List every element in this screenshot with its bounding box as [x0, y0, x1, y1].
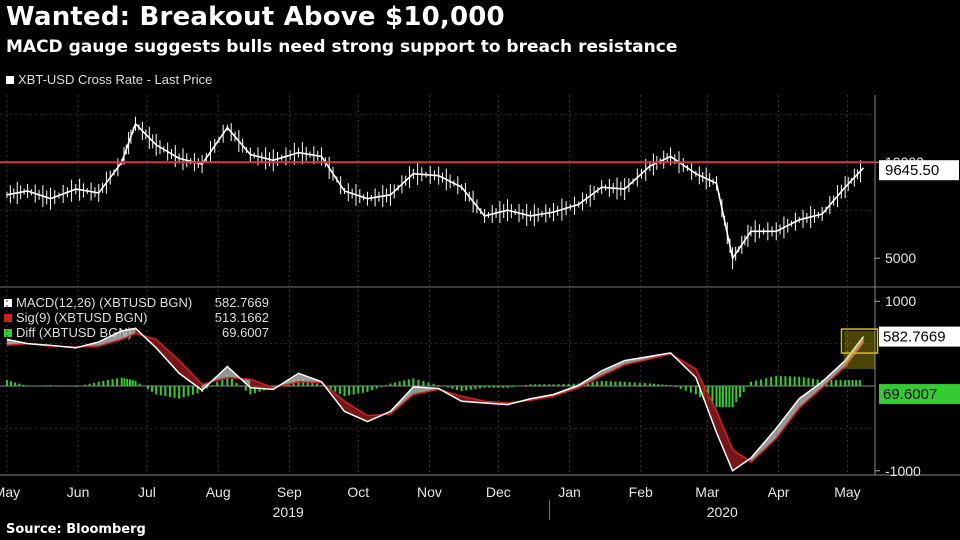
macd-legend-name: MACD(12,26) (XBTUSD BGN) [16, 295, 193, 310]
macd-signal-fill [121, 328, 136, 340]
diff-legend-name: Diff (XBTUSD BGN) [16, 325, 133, 340]
x-tick-label: Feb [629, 484, 653, 500]
macd-legend-row-macd: MACD(12,26) (XBTUSD BGN) 582.7669 [4, 295, 269, 310]
macd-last-label: 582.7669 [883, 329, 946, 346]
y-tick-label: 1000 [885, 293, 916, 309]
macd-legend-row-diff: Diff (XBTUSD BGN) 69.6007 [4, 325, 269, 340]
macd-signal-fill [845, 336, 864, 367]
signal-legend-name: Sig(9) (XBTUSD BGN) [16, 310, 148, 325]
price-legend: XBT-USD Cross Rate - Last Price [6, 72, 212, 87]
x-tick-label: Sep [277, 484, 302, 500]
x-tick-label: Aug [206, 484, 231, 500]
last-price-label: 9645.50 [885, 162, 939, 179]
x-tick-label: Oct [347, 484, 369, 500]
macd-legend: MACD(12,26) (XBTUSD BGN) 582.7669 Sig(9)… [4, 295, 269, 340]
x-tick-label: Nov [417, 484, 442, 500]
signal-legend-value: 513.1662 [214, 310, 269, 325]
x-tick-label: Jan [558, 484, 581, 500]
macd-signal-fill [344, 401, 368, 422]
macd-signal-fill [156, 339, 180, 374]
x-tick-label: Jun [67, 484, 90, 500]
macd-line [6, 327, 865, 472]
x-year-label: 2020 [707, 504, 738, 520]
chart-title: Wanted: Breakout Above $10,000 [6, 2, 505, 32]
macd-signal-fill [716, 411, 733, 471]
x-tick-label: Jul [138, 484, 156, 500]
x-tick-label: Dec [486, 484, 511, 500]
macd-swatch [4, 299, 12, 307]
x-tick-label: Apr [768, 484, 790, 500]
price-series-line [6, 122, 865, 261]
price-legend-label: XBT-USD Cross Rate - Last Price [18, 72, 213, 87]
macd-signal-fill [601, 360, 625, 376]
x-tick-label: Mar [695, 484, 719, 500]
source-note: Source: Bloomberg [6, 522, 146, 537]
chart-subtitle: MACD gauge suggests bulls need strong su… [6, 37, 678, 57]
diff-last-box [879, 384, 960, 405]
macd-legend-row-signal: Sig(9) (XBTUSD BGN) 513.1662 [4, 310, 269, 325]
macd-signal-fill [776, 398, 800, 439]
macd-signal-fill [732, 449, 751, 471]
last-price-box [879, 160, 959, 181]
signal-swatch [4, 314, 12, 322]
x-tick-label: May [0, 484, 20, 500]
diff-last-label: 69.6007 [883, 386, 937, 403]
x-year-label: 2019 [273, 504, 304, 520]
macd-highlight-fill [843, 330, 876, 370]
macd-legend-value: 582.7669 [214, 295, 269, 310]
macd-signal-fill [822, 360, 846, 388]
diff-legend-value: 69.6007 [222, 325, 269, 340]
macd-signal-fill [98, 330, 122, 347]
price-legend-swatch [6, 76, 14, 84]
diff-swatch [4, 329, 12, 337]
signal-line [6, 332, 865, 464]
macd-highlight-box [840, 328, 879, 354]
x-tick-label: May [834, 484, 860, 500]
y-tick-label: 5000 [885, 250, 916, 266]
y-tick-label: -1000 [885, 463, 921, 479]
macd-signal-fill [179, 360, 203, 391]
macd-signal-fill [799, 381, 823, 409]
macd-last-box [879, 326, 960, 347]
